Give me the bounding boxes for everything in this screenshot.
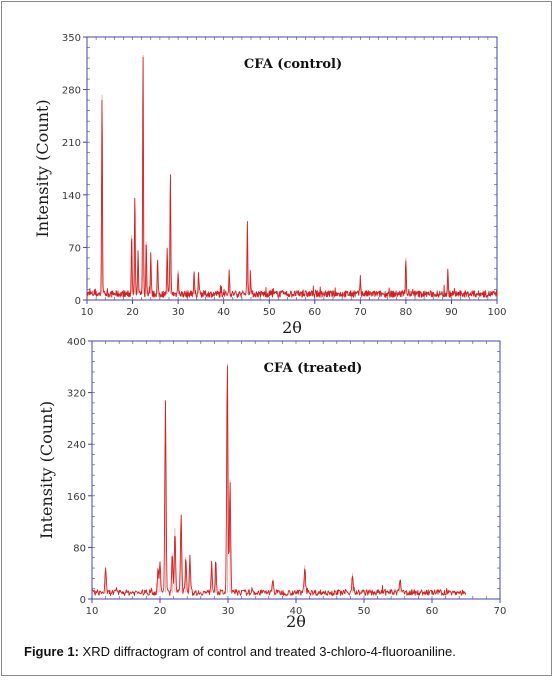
x-tick-label: 80 — [400, 307, 413, 318]
y-tick-label: 0 — [80, 595, 86, 606]
x-tick-label: 20 — [154, 606, 167, 617]
y-tick-label: 0 — [75, 296, 81, 307]
y-tick-label: 140 — [62, 191, 81, 202]
x-tick-label: 50 — [358, 606, 371, 617]
x-tick-label: 30 — [222, 606, 235, 617]
y-tick-label: 240 — [67, 440, 86, 451]
y-tick-label: 70 — [68, 243, 81, 254]
x-tick-label: 20 — [126, 307, 139, 318]
x-axis-label: 2θ — [282, 318, 302, 337]
figure-caption: Figure 1: XRD diffractogram of control a… — [24, 644, 544, 659]
plot-area — [86, 36, 498, 301]
caption-label: Figure 1: — [24, 644, 79, 659]
x-tick-label: 70 — [494, 606, 507, 617]
diffractogram-series — [86, 56, 498, 298]
x-tick-label: 40 — [290, 606, 303, 617]
x-tick-label: 30 — [172, 307, 185, 318]
chart-title: CFA (treated) — [264, 361, 363, 376]
x-tick-label: 10 — [86, 606, 99, 617]
chart-title: CFA (control) — [244, 57, 342, 72]
chart-control: 10 20 30 40 50 60 70 80 90 100 0 70 140 210 280 350 CFA … — [33, 33, 507, 337]
x-tick-label: 40 — [217, 307, 230, 318]
x-tick-label: 70 — [354, 307, 367, 318]
x-tick-label: 60 — [308, 307, 321, 318]
x-tick-label: 90 — [445, 307, 458, 318]
diffractogram-series — [91, 365, 467, 596]
y-tick-label: 320 — [67, 389, 86, 400]
x-tick-label: 10 — [81, 307, 94, 318]
y-tick-label: 210 — [62, 138, 81, 149]
y-tick-label: 80 — [73, 543, 86, 554]
y-axis-label: Intensity (Count) — [37, 401, 56, 539]
y-tick-label: 350 — [62, 33, 81, 44]
caption-text: XRD diffractogram of control and treated… — [78, 644, 456, 659]
x-tick-label: 50 — [263, 307, 276, 318]
chart-treated: 10 20 30 40 50 60 70 0 80 160 240 320 400 CFA (treate… — [37, 337, 506, 631]
x-axis-label: 2θ — [286, 612, 306, 631]
plot-area — [91, 340, 501, 600]
y-axis-label: Intensity (Count) — [33, 99, 52, 237]
y-tick-label: 160 — [67, 492, 86, 503]
x-tick-label: 100 — [487, 307, 506, 318]
y-tick-label: 400 — [67, 337, 86, 348]
y-tick-label: 280 — [62, 86, 81, 97]
x-tick-label: 60 — [426, 606, 439, 617]
